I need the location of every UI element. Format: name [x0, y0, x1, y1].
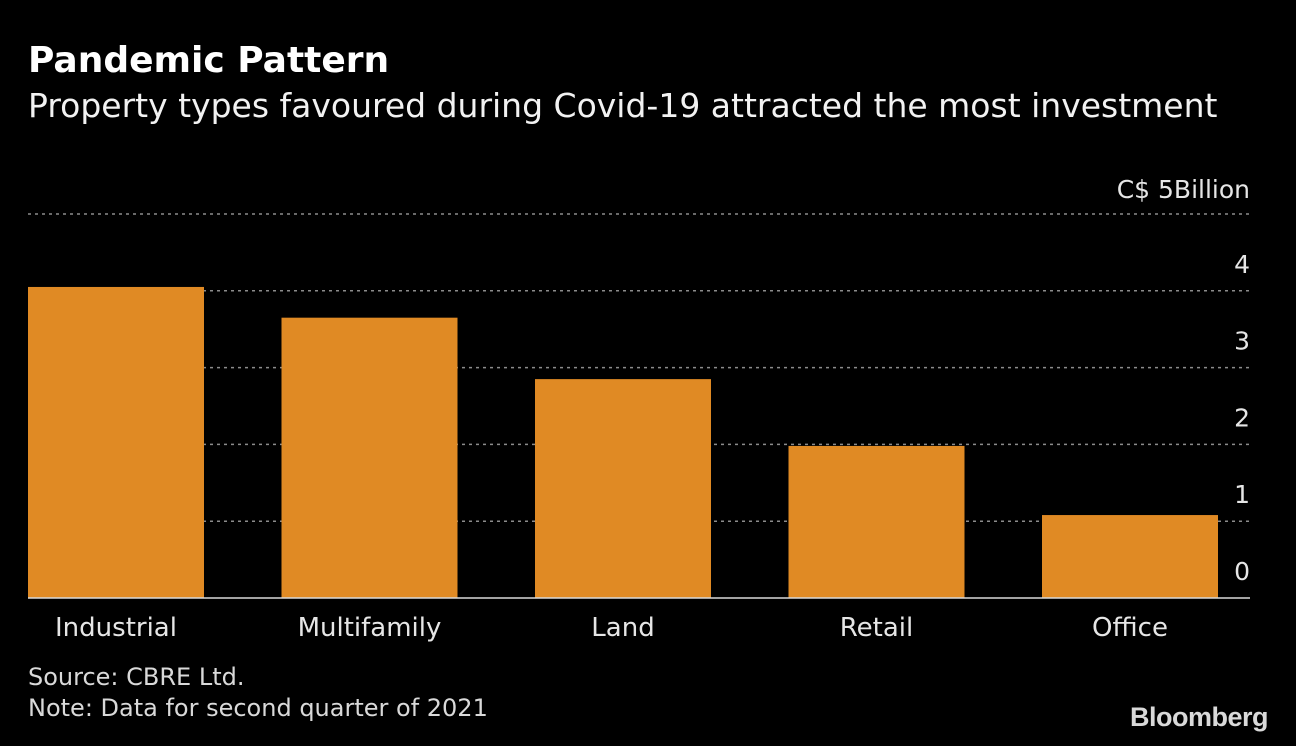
x-category-label: Retail	[840, 613, 913, 643]
bar-industrial	[28, 286, 204, 598]
y-axis-unit-label: C$ 5Billion	[1117, 175, 1250, 204]
x-category-label: Industrial	[55, 613, 177, 643]
x-axis-labels: Industrial Multifamily Land Retail Office	[55, 613, 1168, 643]
x-category-label: Office	[1092, 613, 1168, 643]
y-tick-label: 3	[1234, 327, 1250, 356]
bar-retail	[788, 445, 965, 598]
y-tick-label: 2	[1234, 403, 1250, 432]
x-category-label: Multifamily	[298, 613, 442, 643]
x-category-label: Land	[591, 613, 654, 643]
chart-subtitle: Property types favoured during Covid-19 …	[28, 86, 1218, 125]
bar-office	[1042, 515, 1218, 598]
y-tick-label: 0	[1234, 557, 1250, 586]
data-note: Note: Data for second quarter of 2021	[28, 694, 488, 722]
source-note: Source: CBRE Ltd.	[28, 663, 245, 691]
y-tick-label: 4	[1234, 250, 1250, 279]
bar-land	[535, 379, 711, 598]
bloomberg-logo: Bloomberg	[1129, 702, 1269, 732]
bar-multifamily	[281, 317, 458, 598]
chart-title: Pandemic Pattern	[28, 40, 390, 81]
y-tick-label: 1	[1234, 480, 1250, 509]
bars	[28, 286, 1218, 598]
y-axis-ticks: C$ 5Billion 0 1 2 3 4	[1117, 175, 1250, 586]
